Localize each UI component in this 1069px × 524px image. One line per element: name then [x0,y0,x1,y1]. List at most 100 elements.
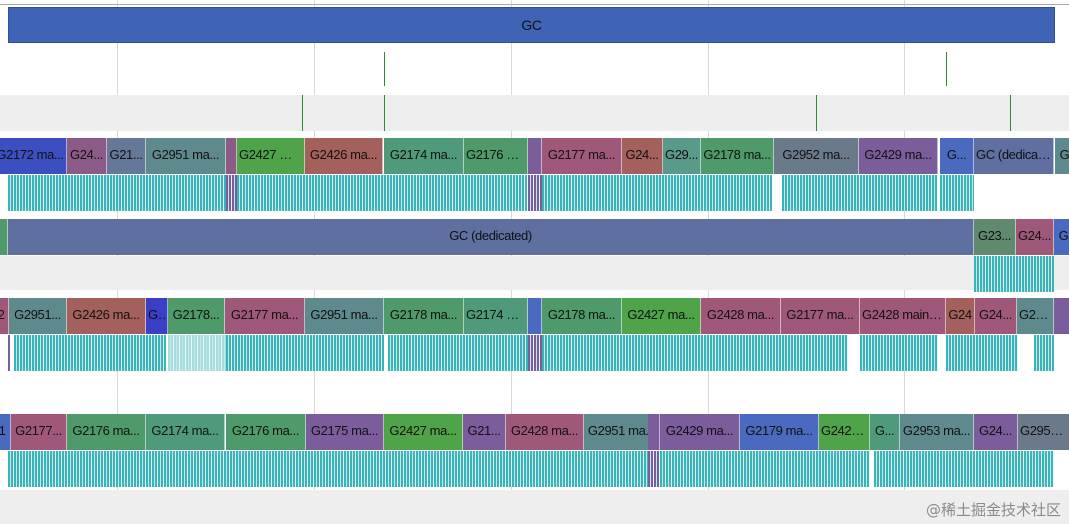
proc1-slice[interactable]: G2174 ma... [384,138,464,174]
sub-slice-block[interactable] [8,451,648,487]
sub-slice-block[interactable] [782,175,938,211]
proc-row-2: GC (dedicated) G23... G24... G [0,219,1069,255]
sub-slice-block[interactable] [237,175,527,211]
proc2-slice[interactable] [0,219,8,255]
proc3-slice[interactable]: G2177 ma... [781,298,860,334]
proc3-slice[interactable]: G24... [975,298,1017,334]
proc4-slice[interactable]: G2428 ma... [506,414,584,450]
proc4-slice[interactable]: G... [870,414,900,450]
proc4-slice[interactable]: G2175 ma... [306,414,384,450]
proc4-slice[interactable]: G2429 ma... [660,414,740,450]
proc3-slice[interactable]: G2951 ma... [305,298,384,334]
proc-row-1: G2172 ma... G24... G21... G2951 ma... G2427 … [0,138,1069,174]
proc1-slice[interactable]: G2172 ma... [0,138,67,174]
sub-slice-block[interactable] [974,256,1054,292]
proc4-slice[interactable]: G2179 ma... [740,414,819,450]
gc-row: GC [0,7,1069,43]
proc3-slice[interactable]: 2 [0,298,9,334]
proc4-slice[interactable]: G21... [463,414,506,450]
proc1-slice[interactable]: G [1055,138,1069,174]
proc1-slice[interactable]: G2951 ma... [146,138,226,174]
proc3-slice[interactable]: G2178 ma... [542,298,622,334]
proc3-slice[interactable]: G2427 ma... [622,298,701,334]
proc2-slice[interactable]: G23... [974,219,1016,255]
proc2-slice[interactable]: G24... [1016,219,1054,255]
proc3-slice[interactable]: G2178 ma... [384,298,464,334]
proc3-slice[interactable]: G29... [1017,298,1054,334]
proc-row-3-sub [0,335,1069,371]
event-marker[interactable] [1010,95,1011,131]
sub-slice-block[interactable] [168,335,226,371]
proc4-slice[interactable]: G2176 ma... [67,414,146,450]
proc4-slice[interactable]: G2427... [819,414,870,450]
sub-slice-block[interactable] [542,335,848,371]
event-marker[interactable] [946,52,947,86]
sub-slice-block[interactable] [542,175,772,211]
event-marker[interactable] [816,95,817,131]
sub-slice-block[interactable] [946,335,1018,371]
proc2-slice[interactable]: G [1054,219,1069,255]
proc1-slice[interactable]: G2427 ma... [237,138,305,174]
proc1-slice[interactable]: G24... [67,138,107,174]
sub-slice-block[interactable] [528,175,542,211]
gc-slice[interactable]: GC [8,7,1055,43]
proc1-slice[interactable]: G2429 ma... [859,138,938,174]
sub-slice-block[interactable] [860,335,938,371]
proc2-slice[interactable]: GC (dedicated) [8,219,974,255]
watermark-text: @稀土掘金技术社区 [926,499,1061,520]
proc3-slice[interactable]: G2428 main.b... [860,298,946,334]
proc4-slice[interactable]: G2952 ma [1018,414,1069,450]
sub-slice-block[interactable] [388,335,528,371]
proc3-slice[interactable]: G21 [146,298,168,334]
proc4-slice[interactable]: 1 [0,414,11,450]
event-marker[interactable] [302,95,303,131]
sub-slice-block[interactable] [8,175,228,211]
proc1-slice[interactable]: G24... [622,138,663,174]
proc1-slice[interactable]: G29... [663,138,701,174]
proc1-slice[interactable]: G2178 ma... [701,138,774,174]
proc1-slice[interactable]: G21... [107,138,146,174]
proc3-slice[interactable]: G2426 ma... [67,298,146,334]
bottom-grey-row [0,490,1069,524]
proc-row-3: 2G2951...G2426 ma...G21G2178...G2177 ma.… [0,298,1069,334]
proc1-slice[interactable]: G... [940,138,974,174]
sub-slice-block[interactable] [226,335,384,371]
proc4-slice[interactable] [648,414,660,450]
event-marker[interactable] [384,95,385,131]
proc1-slice[interactable]: G2952 ma... [774,138,859,174]
proc4-slice[interactable]: G2177... [11,414,67,450]
proc-row-1-sub [0,175,1069,211]
sub-slice-block[interactable] [940,175,974,211]
sub-slice-block[interactable] [660,451,870,487]
event-marker[interactable] [384,52,385,86]
proc3-slice[interactable]: G2174 ma... [464,298,528,334]
proc4-slice[interactable]: G24... [974,414,1018,450]
proc-row-2-sub [0,256,1069,290]
proc3-slice[interactable] [1054,298,1069,334]
sub-slice-block[interactable] [8,335,10,371]
sub-slice-block[interactable] [226,175,237,211]
proc1-slice[interactable]: GC (dedicated) [974,138,1054,174]
proc3-slice[interactable] [528,298,542,334]
proc3-slice[interactable]: G2428 ma... [701,298,781,334]
proc1-slice[interactable] [226,138,237,174]
sub-slice-block[interactable] [874,451,1054,487]
proc1-slice[interactable]: G2176 ma... [464,138,528,174]
proc3-slice[interactable]: G2177 ma... [225,298,305,334]
top-border [0,4,1069,5]
sub-slice-block[interactable] [528,335,542,371]
sub-slice-block[interactable] [14,335,166,371]
proc1-slice[interactable]: G2426 ma... [305,138,383,174]
sub-slice-block[interactable] [1034,335,1054,371]
proc1-slice[interactable]: G2177 ma... [542,138,622,174]
proc4-slice[interactable]: G2953 ma... [900,414,974,450]
proc4-slice[interactable]: G2174 ma... [146,414,225,450]
sub-slice-block[interactable] [648,451,660,487]
proc4-slice[interactable]: G2427 ma... [384,414,463,450]
event-row-1 [0,44,1069,94]
proc3-slice[interactable]: G2951... [9,298,67,334]
proc3-slice[interactable]: G24 [946,298,975,334]
proc4-slice[interactable]: G2176 ma... [226,414,306,450]
proc3-slice[interactable]: G2178... [168,298,225,334]
proc1-slice[interactable] [528,138,542,174]
